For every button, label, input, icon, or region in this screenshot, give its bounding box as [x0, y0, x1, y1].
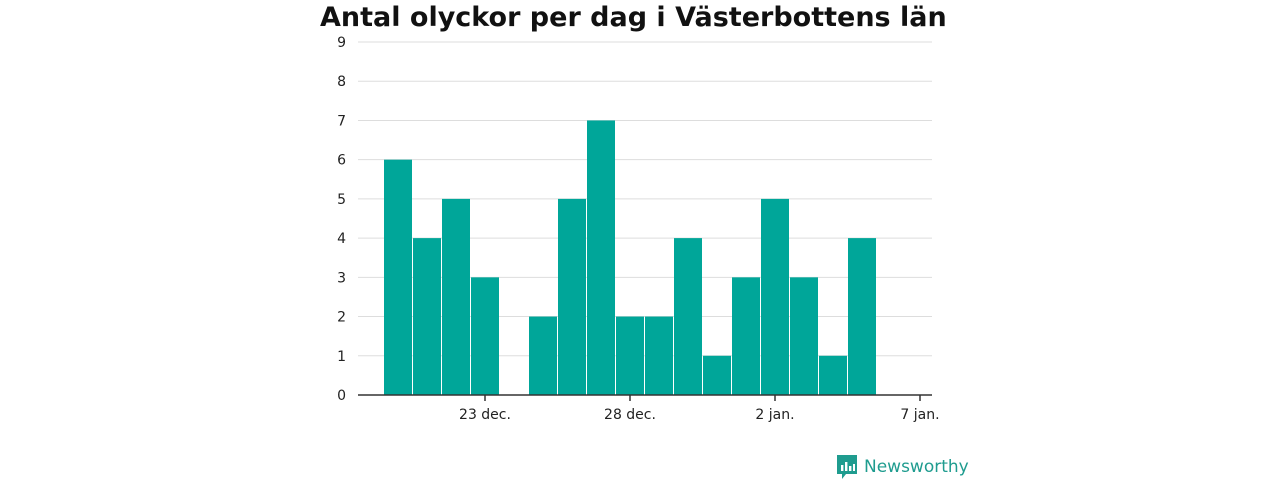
y-tick-label: 0 — [337, 388, 346, 404]
y-tick-label: 6 — [337, 153, 346, 169]
y-tick-label: 7 — [337, 113, 346, 129]
y-tick-label: 3 — [337, 270, 346, 286]
bar — [413, 238, 441, 395]
y-tick-label: 2 — [337, 310, 346, 326]
bar — [819, 355, 847, 395]
y-tick-labels: 0 1 2 3 4 5 6 7 8 9 — [337, 35, 346, 404]
x-axis — [358, 394, 932, 401]
x-tick-labels: 23 dec. 28 dec. 2 jan. 7 jan. — [459, 407, 940, 423]
x-tick-label: 23 dec. — [459, 407, 511, 423]
x-tick-label: 7 jan. — [900, 407, 939, 423]
bar — [732, 277, 760, 395]
bar — [761, 198, 789, 395]
x-tick-label: 2 jan. — [755, 407, 794, 423]
bar — [442, 198, 470, 395]
bar — [529, 316, 557, 395]
y-tick-label: 5 — [337, 192, 346, 208]
bar — [471, 277, 499, 395]
y-tick-label: 1 — [337, 349, 346, 365]
bar — [587, 120, 615, 395]
brand-name: Newsworthy — [864, 457, 969, 477]
bar — [616, 316, 644, 395]
bar — [558, 198, 586, 395]
y-tick-label: 4 — [337, 231, 346, 247]
bar — [645, 316, 673, 395]
bar — [384, 159, 412, 395]
bar — [790, 277, 818, 395]
y-tick-label: 9 — [337, 35, 346, 51]
newsworthy-brand[interactable]: Newsworthy — [836, 454, 969, 480]
bar — [848, 238, 876, 395]
x-tick-label: 28 dec. — [604, 407, 656, 423]
bars — [384, 120, 876, 395]
newsworthy-logo-icon — [837, 455, 857, 479]
bar — [674, 238, 702, 395]
chart-title: Antal olyckor per dag i Västerbottens lä… — [320, 2, 947, 33]
y-tick-label: 8 — [337, 74, 346, 90]
bar — [703, 355, 731, 395]
